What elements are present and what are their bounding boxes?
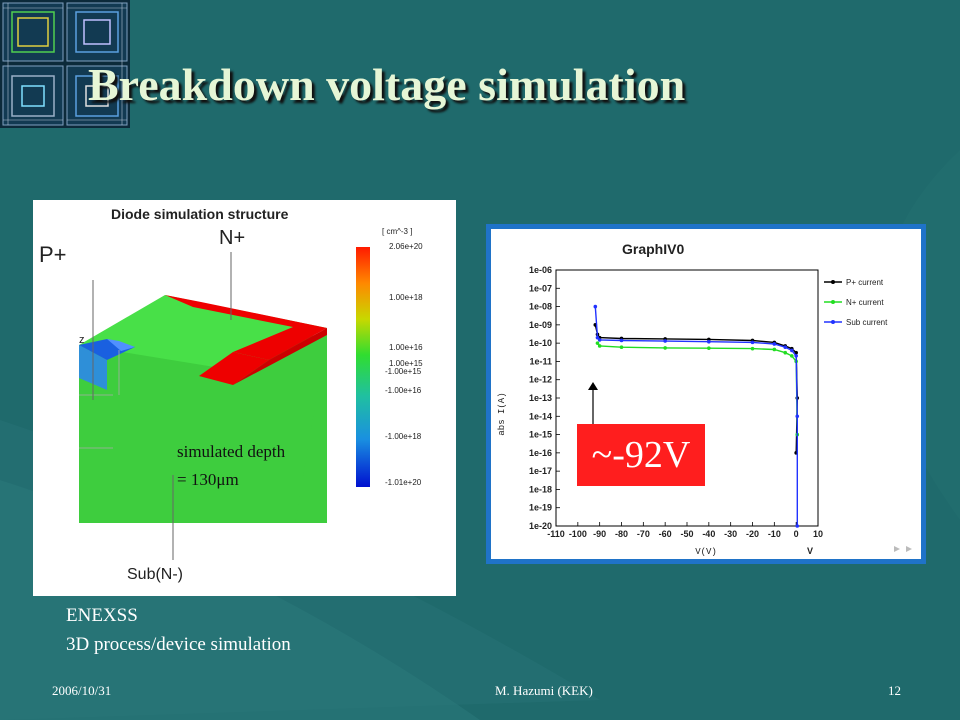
depth-label-line1: simulated depth [177, 442, 286, 461]
series-point [663, 339, 667, 343]
diode-figure-heading: Diode simulation structure [111, 206, 289, 222]
y-tick-label: 1e-15 [529, 430, 552, 440]
y-tick-label: 1e-09 [529, 320, 552, 330]
x-axis-title: V(V) [695, 547, 717, 557]
colorbar-unit: [ cm^-3 ] [382, 227, 413, 236]
y-tick-label: 1e-08 [529, 302, 552, 312]
y-tick-label: 1e-16 [529, 448, 552, 458]
footer-date: 2006/10/31 [52, 683, 112, 698]
series-point [794, 350, 798, 355]
x-tick-label: -60 [659, 529, 672, 539]
x-tick-label: 0 [794, 529, 799, 539]
series-point [783, 345, 788, 349]
y-tick-label: 1e-07 [529, 283, 552, 293]
series-point [619, 345, 624, 349]
series-point [794, 354, 798, 358]
series-point [795, 414, 800, 419]
colorbar-label: 2.06e+20 [389, 242, 423, 251]
legend-label: Sub current [846, 318, 888, 327]
y-tick-label: 1e-20 [529, 521, 552, 531]
series-point [772, 342, 777, 346]
footer-page-number: 12 [888, 683, 901, 698]
x-tick-label: -20 [746, 529, 759, 539]
colorbar-label: 1.00e+16 [389, 343, 423, 352]
colorbar-label: 1.00e+15 [389, 359, 423, 368]
substrate-label: Sub(N-) [127, 566, 184, 583]
caption-software: ENEXSS [66, 605, 138, 626]
breakdown-voltage-callout: ~-92V [577, 424, 705, 486]
x-tick-label: -50 [680, 529, 693, 539]
series-point [597, 338, 602, 342]
x-tick-label: -10 [768, 529, 781, 539]
x-tick-label: -30 [724, 529, 737, 539]
chip-layout-logo [0, 0, 130, 128]
y-axis-title: abs I(A) [497, 392, 507, 435]
legend-marker [831, 300, 835, 304]
colorbar-label: 1.00e+18 [389, 293, 423, 302]
series-point [795, 524, 800, 528]
x-tick-label: 10 [813, 529, 823, 539]
x-tick-label: -40 [702, 529, 715, 539]
x-tick-label: -90 [593, 529, 606, 539]
y-tick-label: 1e-13 [529, 393, 552, 403]
z-axis-label: z [79, 334, 85, 346]
y-tick-label: 1e-17 [529, 466, 552, 476]
y-tick-label: 1e-11 [529, 356, 552, 366]
y-tick-label: 1e-14 [529, 411, 552, 421]
series-point [783, 350, 788, 355]
y-tick-label: 1e-06 [529, 265, 552, 275]
x-tick-label: -100 [569, 529, 587, 539]
series-point [595, 341, 600, 345]
iv-chart: GraphIV0 abs I(A) V(V) V -110 -100 -90 -80-… [486, 224, 926, 564]
x-tick-label: -70 [637, 529, 650, 539]
footer-author: M. Hazumi (KEK) [495, 683, 593, 698]
colorbar-label: -1.01e+20 [385, 478, 422, 487]
n-plus-label: N+ [219, 227, 246, 249]
series-point [707, 339, 711, 344]
colorbar-label: -1.00e+16 [385, 386, 422, 395]
series-point [790, 354, 794, 358]
series-point [750, 346, 755, 351]
arrow-icon [588, 382, 598, 428]
legend-label: P+ current [846, 278, 884, 287]
depth-label-line2: = 130μm [177, 470, 239, 489]
series-point [663, 346, 667, 350]
legend-marker [831, 280, 835, 284]
series-point [750, 340, 755, 345]
series-point [595, 335, 600, 340]
y-tick-label: 1e-10 [529, 338, 552, 348]
p-plus-label: P+ [39, 242, 67, 267]
legend-marker [831, 320, 835, 324]
nav-arrows-icon [894, 546, 912, 552]
colorbar-label: -1.00e+15 [385, 367, 422, 376]
series-point [790, 348, 794, 353]
colorbar-label: -1.00e+18 [385, 432, 422, 441]
chart-title: GraphIV0 [622, 241, 684, 257]
x-tick-label: -80 [615, 529, 628, 539]
legend-label: N+ current [846, 298, 884, 307]
diode-structure-figure: Diode simulation structure P+ N+ z Sub(N… [33, 200, 456, 596]
y-tick-label: 1e-19 [529, 503, 552, 513]
series-point [593, 304, 598, 309]
slide-title: Breakdown voltage simulation [88, 59, 686, 110]
series-point [597, 344, 602, 348]
x-axis-unit: V [807, 546, 813, 556]
series-point [707, 346, 711, 350]
x-tick-label: -110 [547, 529, 565, 539]
y-tick-label: 1e-12 [529, 375, 552, 385]
series-point [772, 347, 777, 352]
caption-description: 3D process/device simulation [66, 634, 291, 655]
y-tick-label: 1e-18 [529, 484, 552, 494]
series-point [619, 338, 624, 343]
